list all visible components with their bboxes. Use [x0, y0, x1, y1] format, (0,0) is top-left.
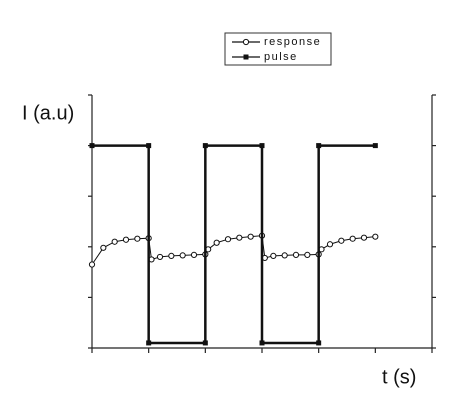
data-point: [190, 251, 198, 258]
data-point: [100, 244, 107, 251]
data-point: [224, 236, 232, 243]
data-point: [360, 234, 368, 241]
data-point: [304, 251, 311, 258]
legend-marker: [243, 54, 249, 60]
data-point: [179, 252, 186, 259]
y-axis-label: I (a.u): [22, 102, 74, 124]
data-point: [349, 235, 356, 242]
data-point: [168, 252, 175, 260]
data-point: [111, 238, 118, 245]
data-point: [156, 253, 164, 261]
legend-label: response: [264, 36, 321, 48]
legend-label: pulse: [264, 51, 298, 63]
data-point: [372, 233, 379, 240]
data-point: [202, 143, 208, 149]
data-point: [247, 233, 254, 240]
data-point: [122, 236, 130, 243]
data-point: [326, 241, 334, 248]
data-point: [146, 340, 152, 346]
data-point: [316, 340, 322, 346]
data-point: [202, 340, 208, 346]
legend-box: [224, 32, 332, 66]
data-point: [134, 235, 141, 242]
legend-marker: [242, 38, 250, 46]
data-point: [316, 143, 322, 149]
data-point: [88, 261, 96, 268]
data-point: [259, 143, 265, 149]
series-line: [91, 235, 376, 265]
data-point: [292, 251, 300, 258]
data-point: [89, 143, 95, 149]
data-point: [146, 143, 152, 149]
data-point: [372, 143, 378, 149]
data-point: [213, 239, 220, 246]
data-point: [338, 237, 345, 244]
data-point: [236, 234, 243, 241]
series-line: [92, 144, 376, 345]
data-point: [259, 340, 265, 346]
data-point: [270, 252, 277, 260]
x-axis-label: t (s): [382, 366, 416, 388]
data-point: [281, 252, 288, 259]
